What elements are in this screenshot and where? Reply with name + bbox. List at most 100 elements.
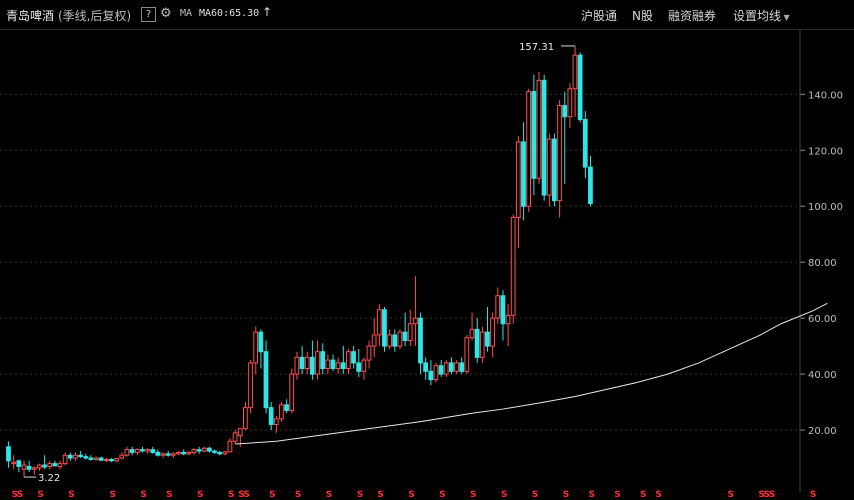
dividend-marker: S xyxy=(439,490,445,500)
candle-body xyxy=(449,362,454,372)
candle-body xyxy=(562,105,568,118)
candle-body xyxy=(402,331,408,342)
candle-body xyxy=(335,362,341,370)
dividend-marker: S xyxy=(764,490,770,500)
dividend-marker: S xyxy=(501,490,507,500)
candle-body xyxy=(93,457,99,460)
gear-icon[interactable]: ⚙ xyxy=(160,6,172,21)
help-button[interactable]: ? xyxy=(141,7,156,22)
dividend-marker: S xyxy=(357,490,363,500)
candle-body xyxy=(26,465,32,470)
candle-body xyxy=(201,447,207,452)
candle-body xyxy=(196,449,202,452)
dividend-marker: S xyxy=(588,490,594,500)
candle-body xyxy=(397,331,403,347)
candle-body xyxy=(531,91,537,179)
menu-shhk-connect[interactable]: 沪股通 xyxy=(581,9,618,23)
candle-body xyxy=(263,351,269,409)
candle-body xyxy=(88,457,94,460)
candle-body xyxy=(150,449,156,453)
candle-body xyxy=(557,105,562,202)
candle-body xyxy=(62,454,68,465)
candle-body xyxy=(433,365,439,381)
candle-body xyxy=(500,295,506,325)
candle-body xyxy=(315,351,320,375)
candle-body xyxy=(145,449,150,452)
candle-body xyxy=(31,467,37,470)
candle-body xyxy=(382,309,387,347)
ma-settings-label: 设置均线 xyxy=(733,9,782,23)
candle-body xyxy=(479,331,485,358)
candle-body xyxy=(577,54,583,121)
toolbar: 青岛啤酒 (季线,后复权) ? ⚙ MA MA60:65.30 ↑ 沪股通 N股… xyxy=(0,0,854,30)
candle-body xyxy=(98,457,104,461)
candle-body xyxy=(165,453,171,456)
candle-body xyxy=(536,79,542,179)
low-label: 3.22 xyxy=(38,473,60,484)
candle-body xyxy=(42,464,47,468)
candle-body xyxy=(526,91,531,207)
menu-n-share[interactable]: N股 xyxy=(632,9,653,23)
candle-body xyxy=(273,418,279,425)
dividend-marker: S xyxy=(197,490,203,500)
candle-body xyxy=(227,440,233,453)
candle-body xyxy=(284,404,289,411)
dividend-marker: S xyxy=(532,490,538,500)
ma60-line xyxy=(235,302,828,445)
candlestick-chart[interactable]: 20.00 40.00 60.00 80.00 100.00 120.00 140.00 15… xyxy=(0,30,854,500)
candle-body xyxy=(356,362,362,372)
y-tick-label: 20.00 xyxy=(808,426,837,437)
candle-body xyxy=(37,464,42,469)
candle-body xyxy=(129,449,135,453)
dividend-marker: S xyxy=(238,490,244,500)
dividend-marker: S xyxy=(769,490,775,500)
candle-body xyxy=(52,463,58,467)
candle-body xyxy=(155,451,161,456)
candle-body xyxy=(279,404,284,420)
candle-body xyxy=(124,449,130,456)
candle-body xyxy=(57,463,63,467)
dividend-marker: S xyxy=(810,490,816,500)
y-tick-label: 100.00 xyxy=(808,202,843,213)
ma-label: MA xyxy=(180,8,193,19)
candle-body xyxy=(181,451,186,455)
candle-body xyxy=(16,460,22,467)
menu-margin-trading[interactable]: 融资融券 xyxy=(668,9,717,23)
dividend-marker: S xyxy=(68,490,74,500)
candle-body xyxy=(304,356,310,370)
candle-body xyxy=(248,362,253,409)
menu-ma-settings[interactable]: 设置均线 ▼ xyxy=(733,7,790,24)
candle-body xyxy=(505,314,511,325)
period-label[interactable]: (季线,后复权) xyxy=(58,9,132,23)
dividend-marker: S xyxy=(640,490,646,500)
candle-body xyxy=(140,449,145,452)
ma60-value: MA60:65.30 xyxy=(199,8,260,19)
candle-body xyxy=(160,453,166,456)
y-tick-label: 60.00 xyxy=(808,314,837,325)
candle-body xyxy=(78,454,83,458)
candle-body xyxy=(438,365,444,375)
candle-body xyxy=(83,456,89,459)
candle-body xyxy=(170,453,176,456)
chevron-down-icon: ▼ xyxy=(781,13,790,22)
candle-body xyxy=(376,309,382,336)
candle-body xyxy=(582,119,588,168)
dividend-marker: S xyxy=(758,490,764,500)
dividend-marker: S xyxy=(12,490,18,500)
candle-body xyxy=(366,345,372,361)
candle-body xyxy=(443,362,449,375)
candle-body xyxy=(407,323,413,342)
candle-body xyxy=(541,79,547,196)
candle-body xyxy=(588,166,593,204)
candle-body xyxy=(495,295,501,319)
candle-body xyxy=(330,359,336,370)
dividend-marker: S xyxy=(269,490,275,500)
candle-body xyxy=(258,331,264,353)
candle-body xyxy=(299,356,305,370)
candle-body xyxy=(515,141,521,218)
candle-body xyxy=(469,328,475,339)
candle-body xyxy=(521,141,526,207)
candle-body xyxy=(418,317,423,364)
dividend-marker: S xyxy=(563,490,569,500)
candle-body xyxy=(191,449,197,453)
